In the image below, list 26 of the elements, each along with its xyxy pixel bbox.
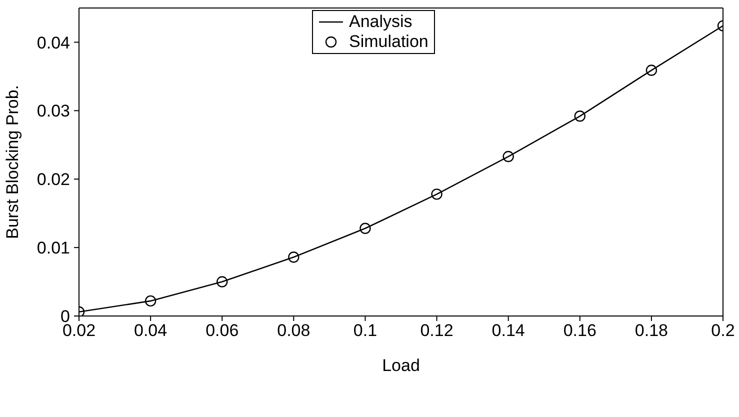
point — [216, 276, 228, 288]
legend-label: Analysis — [349, 12, 412, 32]
y-tick-label: 0.04 — [36, 33, 70, 52]
x-tick-label: 0.1 — [353, 321, 378, 340]
y-tick-label: 0.01 — [36, 238, 70, 258]
point — [502, 150, 514, 162]
point — [288, 252, 300, 263]
x-tick-label: 0.16 — [563, 321, 596, 340]
point — [360, 222, 371, 234]
x-tick-label: 0.18 — [634, 321, 668, 340]
point — [574, 110, 586, 122]
x-tick-label: 0.02 — [62, 321, 96, 340]
legend-label: Simulation — [349, 32, 428, 52]
x-tick-label: 0.04 — [134, 321, 168, 340]
x-tick-label: 0.08 — [277, 321, 310, 340]
point — [431, 188, 442, 200]
point — [144, 295, 156, 307]
y-axis-title: Burst Blocking Prob. — [3, 84, 22, 240]
x-tick-label: 0.14 — [492, 321, 525, 340]
point — [646, 64, 658, 76]
x-tick-label: 0.12 — [420, 321, 454, 340]
x-tick-label: 0.06 — [206, 321, 239, 340]
x-axis-title: Load — [382, 356, 420, 375]
y-tick-label: 0.03 — [36, 102, 70, 121]
y-tick-label: 0.02 — [36, 170, 70, 190]
x-tick-label: 0.2 — [711, 321, 735, 340]
